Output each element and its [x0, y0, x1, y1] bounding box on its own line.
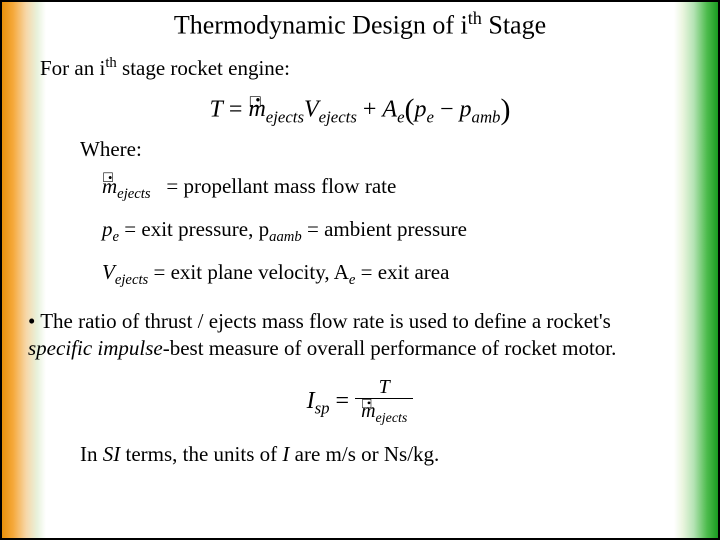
intro-pre: For an i: [40, 56, 105, 80]
closing-line: In SI terms, the units of I are m/s or N…: [80, 442, 718, 467]
bullet-specific-impulse: • The ratio of thrust / ejects mass flow…: [28, 308, 676, 362]
eq1-Asub: e: [397, 107, 404, 126]
def-v-tail: = exit area: [355, 260, 449, 284]
eq1-V: V: [304, 96, 319, 122]
closing-mid: terms, the units of: [120, 442, 282, 466]
bullet-tail: -best measure of overall performance of …: [163, 336, 617, 360]
def-p-sub2: aamb: [269, 229, 302, 245]
isp-equation: Isp = T □•mejects: [2, 377, 718, 428]
def-velocity: Vejects = exit plane velocity, Ae = exit…: [102, 260, 718, 289]
eq2-Isub: sp: [315, 399, 330, 418]
def-m-text: = propellant mass flow rate: [161, 174, 396, 198]
closing-si: SI: [103, 442, 121, 466]
eq1-pamb: p: [460, 96, 472, 122]
eq1-A: A: [382, 96, 397, 122]
eq2-fraction: T □•mejects: [355, 377, 413, 428]
def-v-sub1: ejects: [115, 273, 148, 289]
closing-tail: are m/s or Ns/kg.: [289, 442, 439, 466]
intro-post: stage rocket engine:: [117, 56, 290, 80]
eq1-T: T: [210, 96, 223, 122]
bullet-emph: specific impulse: [28, 336, 163, 360]
where-label: Where:: [80, 137, 718, 162]
closing-pre: In: [80, 442, 103, 466]
title-text: Thermodynamic Design of i: [174, 11, 468, 40]
eq2-T: T: [379, 376, 390, 398]
def-pressure: pe = exit pressure, paamb = ambient pres…: [102, 217, 718, 246]
intro-line: For an ith stage rocket engine:: [40, 55, 718, 81]
bullet-lead: • The ratio of thrust / ejects mass flow…: [28, 309, 611, 333]
slide-title: Thermodynamic Design of ith Stage: [2, 8, 718, 41]
eq2-I: I: [307, 388, 315, 414]
eq1-rparen: ): [500, 93, 510, 126]
eq1-pe: p: [415, 96, 427, 122]
eq1-minus: −: [434, 96, 460, 122]
eq1-mdot: □•m: [248, 96, 265, 123]
eq1-msub: ejects: [266, 107, 304, 126]
thrust-equation: T = □•mejectsVejects + Ae(pe − pamb): [2, 93, 718, 127]
eq1-pambsub: amb: [472, 107, 501, 126]
def-mdot: □•mejects = propellant mass flow rate: [102, 174, 718, 203]
def-v-sym: V: [102, 260, 115, 284]
def-m-sub: ejects: [117, 186, 150, 202]
slide: Thermodynamic Design of ith Stage For an…: [0, 0, 720, 540]
def-p-sym: p: [102, 217, 113, 241]
eq1-eq: =: [223, 96, 249, 122]
eq2-eq: =: [330, 388, 356, 414]
title-sup: th: [468, 8, 482, 28]
eq2-msub: ejects: [376, 411, 408, 426]
eq1-lparen: (: [405, 93, 415, 126]
eq1-plus: +: [357, 96, 383, 122]
def-m-sym: □•m: [102, 174, 117, 199]
def-p-mid: = exit pressure, p: [119, 217, 269, 241]
eq1-pesub: e: [427, 107, 434, 126]
eq1-Vsub: ejects: [319, 107, 357, 126]
def-v-mid: = exit plane velocity, A: [148, 260, 349, 284]
intro-sup: th: [105, 55, 116, 71]
def-p-tail: = ambient pressure: [302, 217, 467, 241]
slide-content: Thermodynamic Design of ith Stage For an…: [2, 8, 718, 467]
title-tail: Stage: [482, 11, 546, 40]
eq2-mdot: □•m: [361, 399, 375, 423]
